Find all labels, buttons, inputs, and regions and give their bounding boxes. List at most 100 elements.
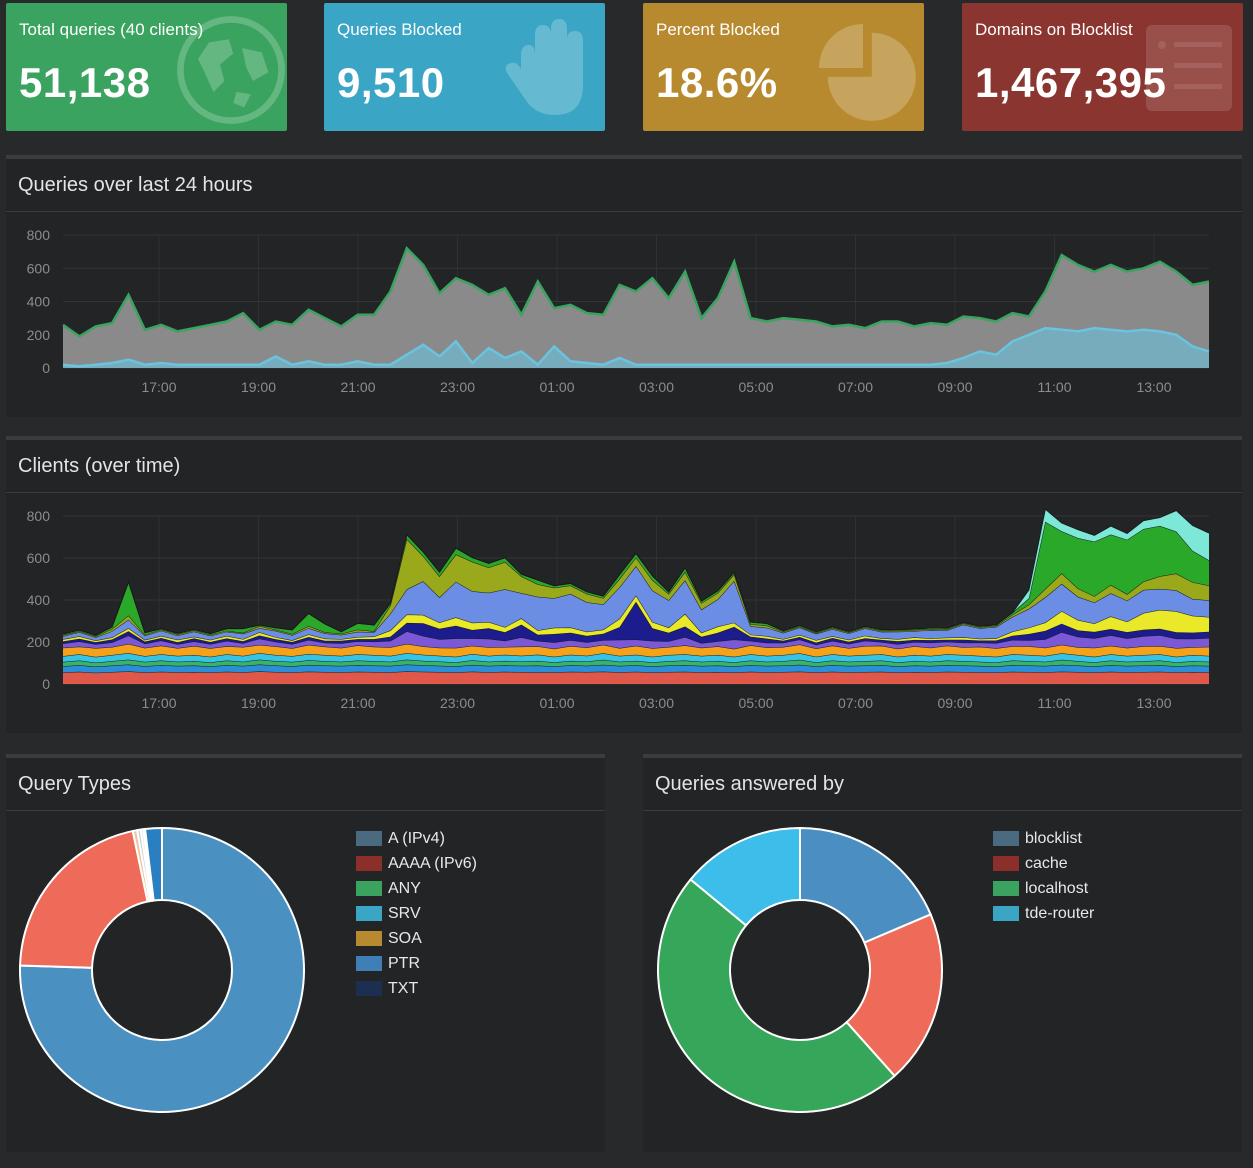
x-tick-label: 19:00 — [241, 695, 276, 711]
x-tick-label: 17:00 — [141, 379, 176, 395]
y-tick-label: 0 — [42, 676, 50, 692]
panel-divider — [6, 492, 1242, 493]
tile-value: 51,138 — [19, 59, 151, 106]
legend-swatch — [356, 956, 382, 971]
x-tick-label: 21:00 — [340, 695, 375, 711]
legend-swatch — [993, 831, 1019, 846]
legend-label: blocklist — [1025, 829, 1082, 847]
legend-swatch — [993, 906, 1019, 921]
x-tick-label: 09:00 — [937, 695, 972, 711]
legend-label: AAAA (IPv6) — [388, 854, 477, 872]
total-queries-tile: Total queries (40 clients) 51,138 — [6, 3, 287, 131]
x-tick-label: 23:00 — [440, 695, 475, 711]
x-tick-label: 05:00 — [738, 695, 773, 711]
x-tick-label: 17:00 — [141, 695, 176, 711]
series-area — [63, 328, 1209, 368]
x-tick-label: 05:00 — [738, 379, 773, 395]
tile-value: 1,467,395 — [975, 59, 1167, 106]
tile-label: Total queries (40 clients) — [19, 20, 204, 39]
series-line — [62, 508, 1210, 636]
x-tick-label: 07:00 — [838, 695, 873, 711]
y-tick-label: 400 — [27, 592, 51, 608]
legend-item[interactable]: PTR — [356, 951, 477, 976]
y-tick-label: 200 — [27, 327, 51, 343]
tile-label: Percent Blocked — [656, 20, 780, 39]
globe-icon — [177, 16, 285, 124]
query-types-legend: A (IPv4) AAAA (IPv6) ANY SRV SOA PTR TXT — [356, 826, 477, 1001]
legend-swatch — [356, 931, 382, 946]
percent-blocked-tile: Percent Blocked 18.6% — [643, 3, 924, 131]
legend-label: localhost — [1025, 879, 1089, 897]
y-tick-label: 800 — [27, 227, 51, 243]
series-line — [62, 600, 1210, 644]
domains-blocklist-tile: Domains on Blocklist 1,467,395 — [962, 3, 1243, 131]
legend-item[interactable]: AAAA (IPv6) — [356, 851, 477, 876]
legend-swatch — [356, 881, 382, 896]
legend-swatch — [356, 906, 382, 921]
legend-item[interactable]: ANY — [356, 876, 477, 901]
answered-by-panel: Queries answered by blocklist cache localh… — [643, 754, 1242, 1152]
queries-area-chart[interactable]: 0 200 400 600 800 17:00 19:00 21:00 23:00 01:00 03… — [6, 215, 1242, 415]
y-tick-label: 800 — [27, 508, 51, 524]
x-tick-label: 03:00 — [639, 695, 674, 711]
pie-slice[interactable] — [656, 878, 896, 1113]
panel-divider — [643, 810, 1242, 811]
y-tick-label: 0 — [42, 360, 50, 376]
panel-title: Queries answered by — [655, 773, 844, 795]
legend-label: TXT — [388, 979, 419, 997]
list-icon — [1146, 25, 1232, 111]
x-tick-label: 11:00 — [1038, 695, 1072, 711]
series-area — [63, 664, 1209, 673]
series-area — [63, 538, 1209, 638]
legend-swatch — [356, 831, 382, 846]
x-tick-label: 01:00 — [539, 695, 574, 711]
panel-title: Query Types — [18, 773, 132, 795]
x-tick-label: 21:00 — [340, 379, 375, 395]
legend-item[interactable]: tde-router — [993, 901, 1094, 926]
legend-item[interactable]: cache — [993, 851, 1094, 876]
hand-icon — [505, 19, 583, 115]
clients-area-chart[interactable]: 0 200 400 600 800 17:00 19:00 21:00 23:00 01:00 03… — [6, 496, 1242, 731]
y-tick-label: 400 — [27, 294, 51, 310]
legend-item[interactable]: localhost — [993, 876, 1094, 901]
pie-slice[interactable] — [689, 826, 801, 927]
tile-value: 9,510 — [337, 59, 445, 106]
series-area — [63, 248, 1209, 368]
y-tick-label: 600 — [27, 550, 51, 566]
legend-item[interactable]: TXT — [356, 976, 477, 1001]
series-area — [63, 631, 1209, 649]
panel-title: Clients (over time) — [18, 455, 181, 477]
pie-slice[interactable] — [19, 826, 305, 1113]
series-area — [63, 671, 1209, 684]
tile-label: Queries Blocked — [337, 20, 462, 39]
pie-slice[interactable] — [19, 829, 149, 969]
legend-item[interactable]: SOA — [356, 926, 477, 951]
pie-slice[interactable] — [799, 826, 932, 944]
x-tick-label: 11:00 — [1038, 379, 1072, 395]
series-area — [63, 566, 1209, 641]
x-tick-label: 13:00 — [1136, 379, 1171, 395]
pie-slice[interactable] — [143, 826, 163, 902]
x-tick-label: 23:00 — [440, 379, 475, 395]
series-line — [62, 326, 1210, 368]
legend-item[interactable]: blocklist — [993, 826, 1094, 851]
answered-by-legend: blocklist cache localhost tde-router — [993, 826, 1094, 926]
legend-label: cache — [1025, 854, 1068, 872]
legend-item[interactable]: A (IPv4) — [356, 826, 477, 851]
series-line — [62, 246, 1210, 338]
legend-label: PTR — [388, 954, 420, 972]
answered-by-donut-chart[interactable] — [650, 820, 950, 1120]
legend-label: ANY — [388, 879, 421, 897]
x-tick-label: 13:00 — [1136, 695, 1171, 711]
panel-title: Queries over last 24 hours — [18, 174, 253, 196]
queries-blocked-tile: Queries Blocked 9,510 — [324, 3, 605, 131]
query-types-donut-chart[interactable] — [12, 820, 312, 1120]
legend-swatch — [356, 981, 382, 996]
panel-divider — [6, 810, 605, 811]
clients-panel: Clients (over time) 0 200 400 600 800 17:00 19… — [6, 436, 1242, 733]
x-tick-label: 07:00 — [838, 379, 873, 395]
pie-chart-icon — [819, 24, 916, 121]
legend-item[interactable]: SRV — [356, 901, 477, 926]
tile-label: Domains on Blocklist — [975, 20, 1133, 39]
pie-slice[interactable] — [845, 913, 943, 1078]
